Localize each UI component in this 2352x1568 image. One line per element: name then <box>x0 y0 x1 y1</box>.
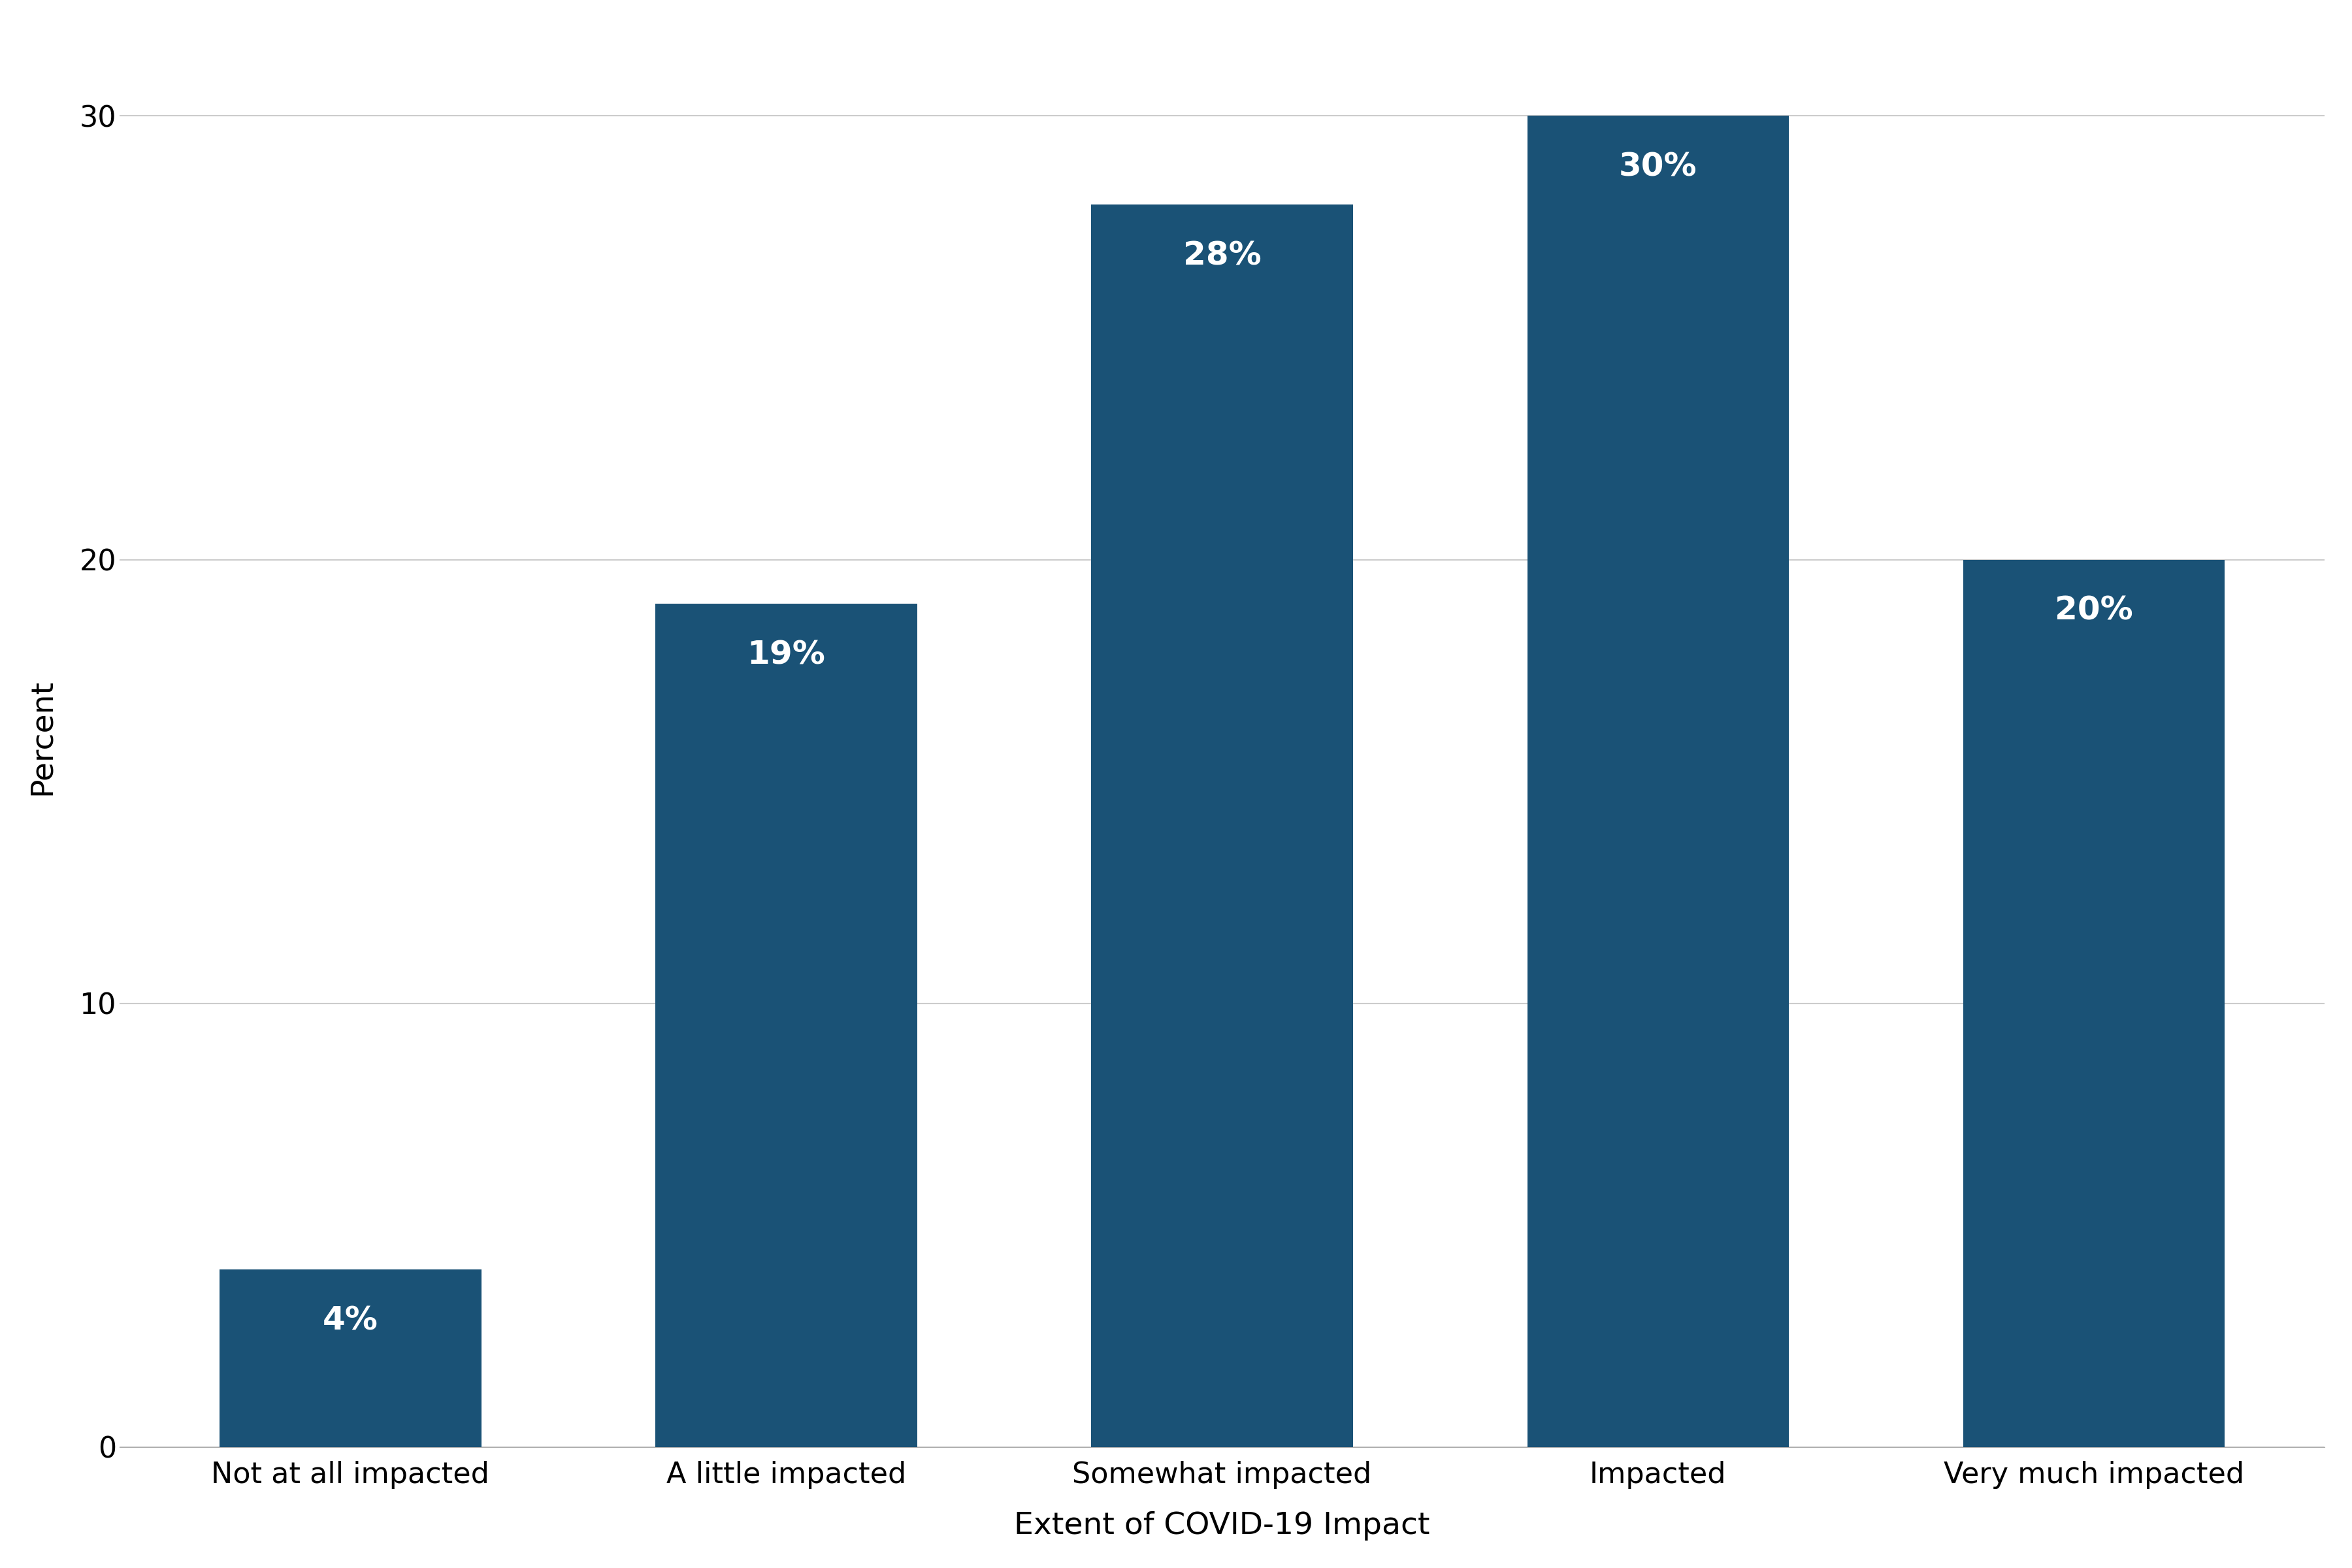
Text: 19%: 19% <box>748 640 826 671</box>
Bar <box>656 604 917 1447</box>
Bar <box>1526 116 1790 1447</box>
Text: 30%: 30% <box>1618 152 1698 183</box>
Y-axis label: Percent: Percent <box>28 679 56 795</box>
X-axis label: Extent of COVID-19 Impact: Extent of COVID-19 Impact <box>1014 1512 1430 1541</box>
Bar <box>1964 560 2225 1447</box>
Bar <box>1091 205 1352 1447</box>
Text: 28%: 28% <box>1183 240 1261 271</box>
Bar <box>219 1270 482 1447</box>
Text: 4%: 4% <box>322 1305 379 1336</box>
Text: 20%: 20% <box>2056 596 2133 627</box>
